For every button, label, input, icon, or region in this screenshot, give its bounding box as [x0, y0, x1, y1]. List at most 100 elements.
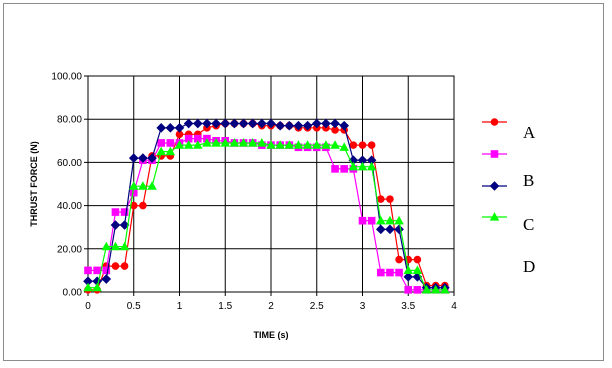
data-point-b	[84, 266, 92, 275]
chart-frame: 0 0.5 1 1.5 2 2.5 3 3.5 4 0.00 20.00 40.00 60.00 80.0…	[3, 3, 604, 361]
series-line-a	[88, 122, 445, 291]
data-point-a	[358, 141, 367, 149]
data-point-c	[403, 272, 414, 282]
data-point-c	[247, 118, 258, 129]
data-point-d	[220, 138, 230, 147]
data-point-d	[83, 282, 93, 292]
x-tick-label: 1	[177, 301, 183, 312]
data-point-d	[193, 140, 203, 149]
legend-entry-a: A	[482, 118, 536, 142]
data-point-d	[119, 241, 130, 251]
legend-marker	[490, 150, 499, 158]
data-point-d	[385, 215, 395, 225]
data-point-d	[238, 138, 249, 147]
data-point-c	[311, 118, 322, 129]
series-group	[83, 118, 450, 294]
data-point-d	[183, 140, 194, 149]
data-point-c	[266, 118, 276, 129]
data-point-c	[101, 274, 112, 284]
data-point-d	[275, 140, 285, 149]
data-point-c	[257, 118, 267, 129]
grid	[88, 76, 454, 292]
data-point-d	[147, 181, 157, 190]
data-point-a	[367, 141, 376, 149]
data-point-c	[211, 118, 221, 129]
data-point-d	[129, 181, 139, 190]
legend-label: B	[523, 171, 534, 190]
data-point-b	[166, 139, 175, 147]
y-axis-title: THRUST FORCE (N)	[29, 141, 39, 227]
data-point-d	[430, 284, 441, 294]
data-point-c	[110, 220, 121, 230]
data-point-a	[377, 195, 385, 203]
data-point-d	[330, 140, 340, 149]
legend-entry-d: D	[482, 212, 535, 276]
legend-marker	[489, 212, 500, 221]
data-point-c	[192, 118, 203, 129]
x-tick-label: 3	[360, 301, 366, 312]
data-point-b	[377, 268, 385, 277]
data-point-b	[120, 208, 129, 216]
data-point-c	[165, 123, 176, 133]
data-point-b	[102, 266, 111, 275]
data-point-d	[174, 140, 185, 149]
y-tick-label: 40.00	[57, 201, 82, 212]
data-point-d	[376, 215, 386, 225]
data-point-d	[348, 161, 359, 171]
data-point-c	[202, 118, 212, 129]
data-point-d	[440, 284, 450, 294]
x-tick-label: 2.5	[310, 301, 324, 312]
legend: A B C D	[482, 118, 536, 276]
data-point-d	[257, 138, 267, 147]
legend-marker	[489, 181, 500, 191]
data-point-d	[403, 265, 413, 275]
data-point-c	[302, 120, 313, 131]
legend-label: C	[523, 215, 534, 234]
y-tick-label: 0.00	[63, 288, 83, 299]
data-point-d	[339, 142, 349, 151]
data-point-a	[395, 255, 403, 264]
data-point-d	[211, 138, 221, 147]
data-point-d	[110, 241, 121, 251]
data-point-c	[220, 118, 231, 129]
data-point-c	[174, 123, 185, 133]
data-point-c	[183, 118, 194, 129]
data-point-d	[302, 140, 313, 149]
data-point-c	[293, 120, 304, 131]
data-point-c	[385, 224, 395, 235]
legend-entry-c: C	[482, 181, 534, 234]
data-point-b	[386, 268, 394, 277]
data-point-b	[413, 286, 422, 294]
data-point-d	[321, 140, 331, 149]
legend-label: D	[523, 257, 535, 276]
data-point-c	[275, 120, 285, 131]
data-point-b	[358, 216, 367, 225]
data-point-a	[349, 141, 358, 149]
data-point-a	[120, 262, 129, 270]
y-tick-label: 20.00	[57, 244, 82, 255]
data-point-b	[93, 266, 101, 275]
x-tick-label: 2	[268, 301, 274, 312]
data-point-b	[367, 216, 376, 225]
data-point-d	[412, 265, 423, 275]
data-point-d	[357, 161, 368, 171]
x-axis-title: TIME (s)	[254, 330, 289, 340]
data-point-c	[119, 220, 130, 230]
x-tick-label: 0	[85, 301, 91, 312]
data-point-d	[266, 140, 276, 149]
data-point-c	[138, 153, 148, 163]
data-point-d	[101, 241, 112, 251]
series-line-b	[88, 138, 445, 291]
axis-ticks: 0 0.5 1 1.5 2 2.5 3 3.5 40.0020.0040.0060.0080.0…	[51, 72, 457, 313]
data-point-c	[330, 118, 340, 129]
data-point-d	[421, 284, 432, 294]
data-point-d	[247, 138, 258, 147]
data-point-d	[312, 140, 322, 149]
data-point-b	[331, 165, 339, 173]
series-line-d	[88, 142, 445, 291]
data-point-d	[156, 146, 166, 156]
legend-marker	[490, 118, 499, 126]
x-tick-label: 0.5	[127, 301, 141, 312]
data-point-d	[92, 282, 102, 292]
y-tick-label: 60.00	[57, 158, 82, 169]
